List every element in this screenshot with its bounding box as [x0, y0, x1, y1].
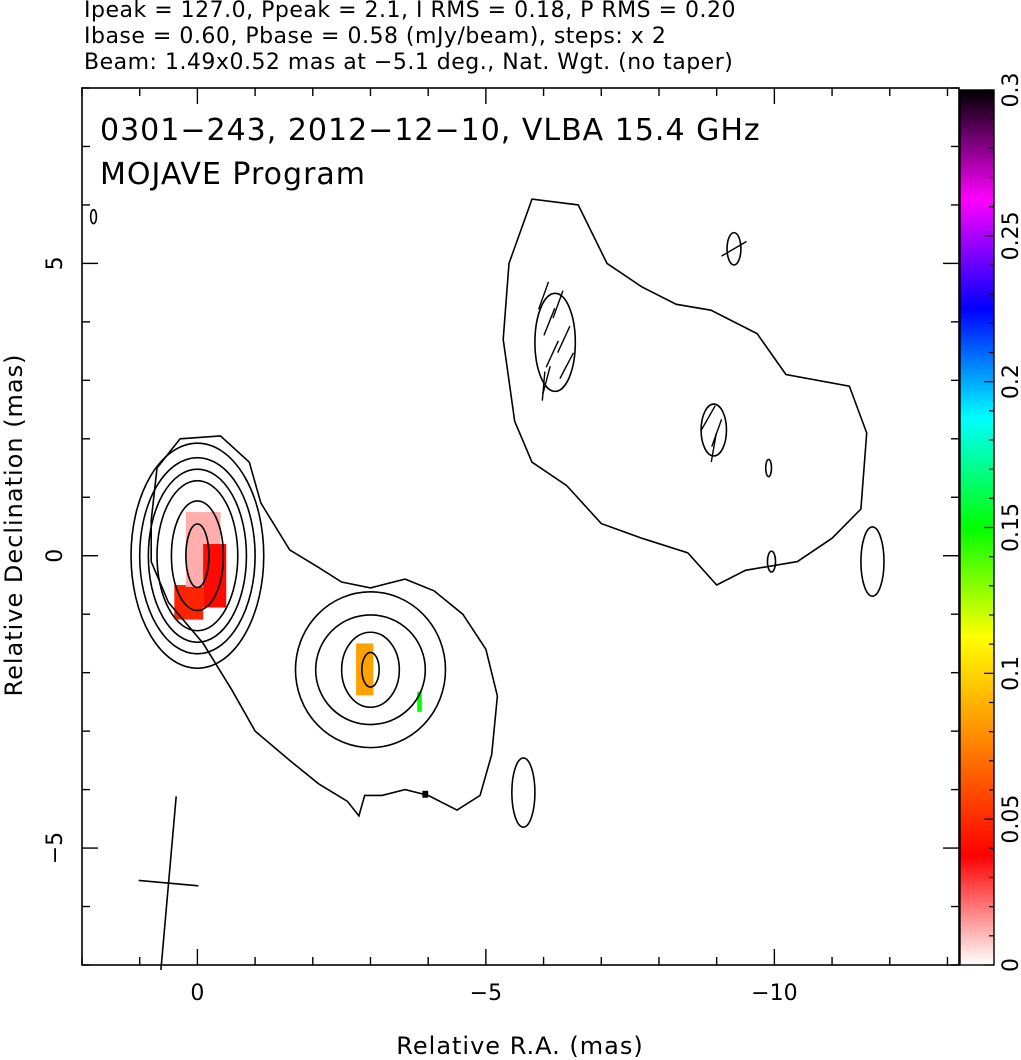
- core-contour: [147, 468, 248, 644]
- evpa-stick: [559, 352, 575, 379]
- evpa-stick: [545, 340, 559, 368]
- beam-marker: [138, 796, 199, 970]
- plot-title-line-2: MOJAVE Program: [100, 157, 366, 192]
- island-contour: [89, 208, 98, 225]
- y-tick-label: −5: [43, 832, 68, 864]
- axis-ticks: [81, 87, 959, 966]
- evpa-stick: [557, 325, 571, 353]
- colorbar-tick-label: 0.15: [999, 503, 1021, 552]
- plot-frame: [81, 87, 960, 966]
- y-tick-label: 5: [43, 256, 68, 270]
- knot-contour: [361, 651, 380, 688]
- evpa-stick: [537, 281, 550, 310]
- colorbar-tick-label: 0.2: [999, 364, 1021, 399]
- core-contour: [170, 500, 225, 612]
- evpa-stick: [711, 418, 723, 447]
- colorbar-tick-label: 0.05: [999, 795, 1021, 844]
- outer-contour-west: [502, 198, 868, 586]
- colorbar-ticks: [984, 89, 994, 966]
- core-contour: [156, 479, 239, 632]
- outer-contour-core: [150, 435, 499, 818]
- island-contour: [766, 550, 777, 573]
- header-line-1: Ipeak = 127.0, Ppeak = 2.1, I RMS = 0.18…: [84, 0, 736, 23]
- colorbar-tick-labels: 0 0.05 0.1 0.15 0.2 0.25 0.3: [999, 73, 1021, 973]
- axis-tick-labels: 0 −5 −10 −5 0 5: [43, 256, 798, 1006]
- contour-lines: [89, 198, 885, 828]
- evpa-stick: [542, 366, 551, 395]
- core-contour: [138, 456, 256, 655]
- knot-contour: [314, 614, 427, 726]
- polarization-pixel: [356, 643, 374, 696]
- island-contour: [860, 526, 885, 597]
- x-tick-label: 0: [190, 981, 204, 1006]
- header-line-3: Beam: 1.49x0.52 mas at −5.1 deg., Nat. W…: [84, 50, 734, 75]
- polarization-pixels: [174, 511, 429, 798]
- knot-contour: [294, 591, 447, 749]
- evpa-stick: [721, 240, 747, 257]
- island-contour: [534, 292, 577, 393]
- x-tick-label: −10: [751, 981, 797, 1006]
- evpa-stick: [552, 290, 564, 319]
- x-axis-label: Relative R.A. (mas): [396, 1032, 643, 1060]
- polarization-pixel: [417, 691, 422, 712]
- beam-minor-axis: [138, 879, 199, 887]
- island-contour: [511, 757, 536, 828]
- plot-title-line-1: 0301−243, 2012−12−10, VLBA 15.4 GHz: [100, 113, 761, 148]
- core-contour: [130, 442, 265, 670]
- evpa-sticks: [537, 240, 747, 463]
- evpa-stick: [700, 405, 716, 432]
- knot-contour: [340, 631, 401, 709]
- header-line-2: Ibase = 0.60, Pbase = 0.58 (mJy/beam), s…: [84, 24, 667, 49]
- y-axis-label: Relative Declination (mas): [0, 353, 28, 696]
- evpa-stick: [710, 433, 717, 463]
- island-contour: [764, 458, 773, 478]
- evpa-stick: [543, 308, 556, 336]
- evpa-stick: [541, 371, 546, 401]
- y-tick-label: 0: [43, 549, 68, 563]
- island-contour: [726, 231, 742, 266]
- x-tick-label: −5: [470, 981, 502, 1006]
- core-contour: [185, 523, 210, 589]
- colorbar-tick-label: 0.3: [999, 73, 1021, 108]
- colorbar-tick-label: 0: [999, 958, 1021, 972]
- colorbar-tick-label: 0.1: [999, 656, 1021, 691]
- colorbar-tick-label: 0.25: [999, 211, 1021, 260]
